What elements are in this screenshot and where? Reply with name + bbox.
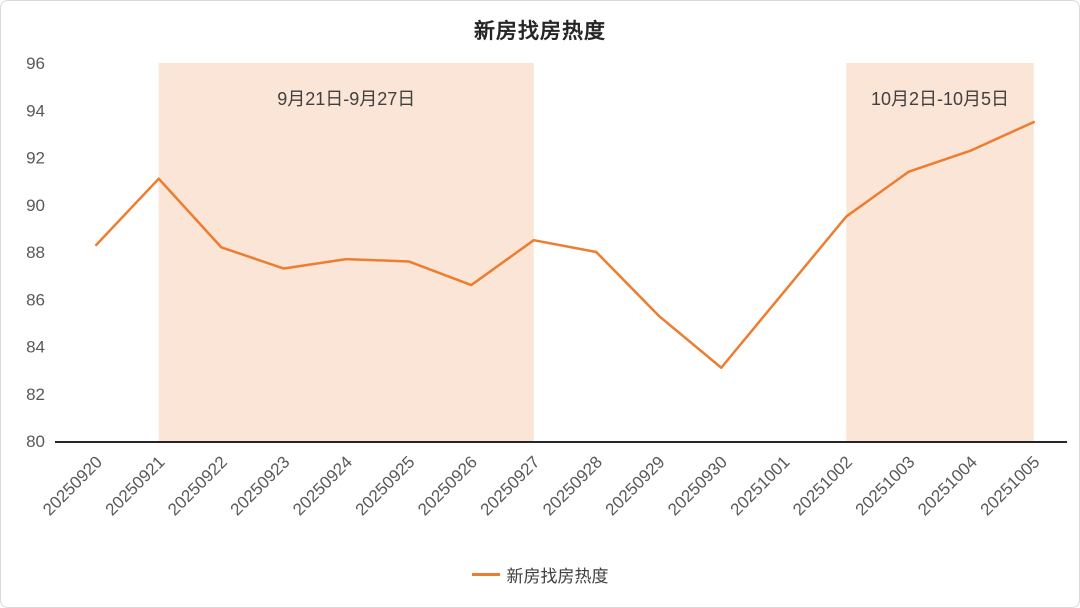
y-axis-tick-label: 96 [26, 54, 45, 73]
series-line [95, 120, 1035, 370]
y-axis-tick-label: 88 [26, 243, 45, 262]
x-axis-tick-label: 20250926 [414, 452, 481, 519]
y-axis-tick-label: 92 [26, 149, 45, 168]
x-axis-tick-label: 20250927 [477, 452, 544, 519]
y-axis-tick-label: 94 [26, 101, 45, 120]
highlight-band [846, 63, 1034, 441]
legend: 新房找房热度 [1, 562, 1079, 587]
y-axis-tick-label: 82 [26, 385, 45, 404]
chart-title: 新房找房热度 [474, 20, 606, 43]
highlight-band [158, 63, 534, 441]
legend-line-marker [471, 573, 500, 576]
band-annotation: 10月2日-10月5日 [871, 89, 1009, 109]
x-axis-tick-label: 20250928 [539, 452, 606, 519]
x-axis-tick-label: 20251005 [977, 452, 1044, 519]
x-axis-tick-label: 20250924 [289, 452, 356, 519]
x-axis-tick-label: 20250923 [227, 452, 294, 519]
x-axis-tick-label: 20250920 [39, 452, 106, 519]
y-axis-tick-label: 90 [26, 196, 45, 215]
x-axis-tick-label: 20251004 [914, 452, 981, 519]
x-axis-tick-label: 20251002 [789, 452, 856, 519]
x-axis-tick-label: 20250922 [164, 452, 231, 519]
x-axis-tick-label: 20251003 [852, 452, 919, 519]
y-axis-tick-label: 80 [26, 432, 45, 451]
x-axis-tick-label: 20250929 [602, 452, 669, 519]
y-axis-tick-label: 86 [26, 290, 45, 309]
y-axis-tick-label: 84 [26, 338, 45, 357]
x-axis-tick-label: 20250925 [352, 452, 419, 519]
x-axis-tick-label: 20250930 [664, 452, 731, 519]
x-axis-tick-label: 20251001 [727, 452, 794, 519]
legend-label: 新房找房热度 [506, 567, 609, 586]
band-annotation: 9月21日-9月27日 [277, 89, 415, 109]
x-axis-tick-label: 20250921 [102, 452, 169, 519]
